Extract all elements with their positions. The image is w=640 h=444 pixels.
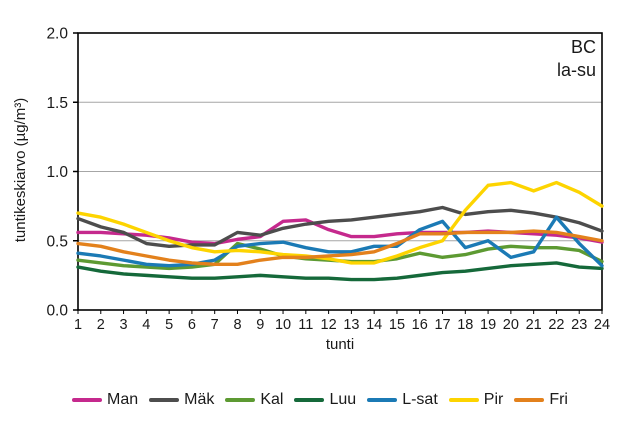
- legend-swatch: [448, 398, 479, 402]
- legend-label: Fri: [549, 391, 568, 408]
- series-line-l-sat: [76, 215, 604, 268]
- legend-swatch: [514, 398, 545, 402]
- x-tick-label: 2: [97, 317, 105, 333]
- legend-label: Mäk: [184, 391, 215, 408]
- legend-label: L-sat: [402, 391, 438, 408]
- x-tick-label: 19: [480, 317, 496, 333]
- x-tick-label: 22: [548, 317, 564, 333]
- legend-label: Man: [107, 391, 139, 408]
- x-tick-label: 6: [188, 317, 196, 333]
- y-tick-label: 1.5: [46, 95, 68, 112]
- legend-swatch: [294, 398, 325, 402]
- x-tick-label: 10: [275, 317, 291, 333]
- x-tick-label: 5: [165, 317, 173, 333]
- legend-swatch: [367, 398, 398, 402]
- plot-border: [77, 32, 603, 311]
- y-axis-title: tuntikeskiarvo (µg/m³): [12, 97, 29, 243]
- legend-item-luu: Luu: [294, 391, 356, 409]
- x-tick-label: 14: [366, 317, 382, 333]
- legend-item-man: Man: [72, 391, 138, 409]
- legend-item-l-sat: L-sat: [367, 391, 438, 409]
- x-tick-label: 11: [298, 317, 313, 333]
- series-line-luu: [76, 261, 604, 282]
- x-tick-label: 18: [457, 317, 473, 333]
- legend: Man Mäk Kal Luu L-sat Pir Fri: [0, 391, 640, 409]
- x-tick-label: 4: [142, 317, 150, 333]
- legend-swatch: [72, 398, 102, 402]
- x-axis-title: tunti: [325, 336, 355, 353]
- y-tick-label: 2.0: [46, 26, 68, 43]
- series-line-fri: [76, 229, 604, 266]
- legend-label: Luu: [329, 391, 357, 408]
- x-tick-label: 13: [343, 317, 359, 333]
- y-tick-label: 0.0: [46, 303, 68, 320]
- chart-svg: 0.00.51.01.52.01 2 3 4 5 6 7 8 9 10 11 12 13 14 15 16 17…: [46, 26, 610, 334]
- corner-label-pollutant: BC: [570, 37, 596, 57]
- x-tick-label: 17: [434, 317, 450, 333]
- x-tick-label: 12: [321, 317, 337, 333]
- x-tick-label: 8: [233, 317, 241, 333]
- legend-item-mäk: Mäk: [149, 391, 214, 409]
- x-tick-label: 24: [594, 317, 610, 333]
- legend-label: Kal: [260, 391, 284, 408]
- legend-item-pir: Pir: [448, 391, 504, 409]
- x-tick-label: 1: [74, 317, 82, 333]
- x-tick-label: 21: [526, 317, 542, 333]
- y-tick-label: 1.0: [46, 164, 68, 181]
- legend-item-fri: Fri: [514, 391, 568, 409]
- legend-label: Pir: [483, 391, 504, 408]
- x-tick-label: 3: [120, 317, 128, 333]
- corner-labels: BC la-su: [557, 36, 596, 83]
- series-line-mäk: [76, 205, 604, 248]
- x-tick-label: 9: [256, 317, 264, 333]
- x-tick-label: 7: [211, 317, 219, 333]
- y-tick-label: 0.5: [46, 233, 68, 250]
- series-line-pir: [76, 180, 604, 265]
- x-tick-label: 15: [389, 317, 405, 333]
- x-tick-label: 16: [412, 317, 428, 333]
- x-tick-label: 23: [571, 317, 587, 333]
- legend-item-kal: Kal: [225, 391, 283, 409]
- legend-swatch: [225, 398, 256, 402]
- corner-label-period: la-su: [556, 60, 596, 81]
- x-tick-label: 20: [503, 317, 519, 333]
- legend-swatch: [149, 398, 180, 402]
